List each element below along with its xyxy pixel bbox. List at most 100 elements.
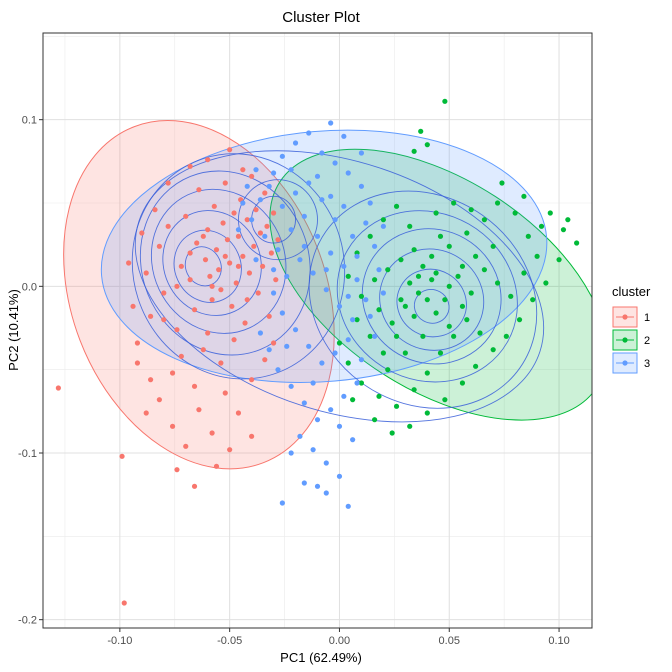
data-point-cluster-2	[499, 180, 505, 186]
data-point-cluster-2	[358, 293, 365, 299]
data-point-cluster-1	[220, 220, 226, 226]
data-point-cluster-2	[437, 233, 444, 239]
data-point-cluster-1	[174, 283, 180, 289]
density-contour	[413, 288, 450, 324]
data-point-cluster-1	[262, 190, 268, 196]
density-contour	[237, 179, 318, 261]
data-point-cluster-1	[205, 227, 211, 233]
data-point-cluster-2	[442, 98, 448, 104]
data-point-cluster-1	[222, 390, 228, 396]
data-point-cluster-2	[565, 217, 571, 223]
data-points	[55, 98, 580, 606]
data-point-cluster-3	[306, 130, 312, 136]
legend-title: cluster	[612, 284, 651, 299]
data-point-cluster-1	[218, 287, 224, 293]
chart-title: Cluster Plot	[282, 9, 360, 26]
data-point-cluster-2	[415, 290, 422, 296]
data-point-cluster-1	[143, 410, 149, 416]
data-point-cluster-1	[156, 243, 162, 249]
data-point-cluster-3	[350, 233, 356, 239]
data-point-cluster-3	[323, 460, 329, 466]
data-point-cluster-1	[240, 167, 246, 173]
data-point-cluster-3	[341, 263, 347, 269]
y-axis-label: PC2 (10.41%)	[6, 289, 21, 371]
data-point-cluster-3	[288, 167, 294, 173]
data-point-cluster-2	[473, 363, 479, 369]
legend-swatch-point	[622, 314, 628, 320]
data-point-cluster-3	[350, 437, 356, 443]
data-point-cluster-1	[161, 290, 167, 296]
data-point-cluster-2	[393, 333, 400, 339]
data-point-cluster-3	[336, 303, 343, 309]
data-point-cluster-3	[328, 250, 334, 256]
data-point-cluster-2	[464, 317, 470, 323]
density-contour	[162, 210, 262, 316]
data-point-cluster-1	[178, 353, 184, 359]
data-point-cluster-1	[209, 283, 215, 289]
data-point-cluster-1	[55, 385, 61, 391]
data-point-cluster-1	[148, 377, 154, 383]
data-point-cluster-1	[249, 173, 255, 179]
data-point-cluster-3	[301, 480, 307, 486]
data-point-cluster-3	[301, 243, 307, 249]
data-point-cluster-2	[393, 403, 400, 409]
data-point-cluster-2	[433, 310, 439, 316]
data-point-cluster-3	[367, 200, 373, 206]
data-point-cluster-1	[231, 210, 237, 216]
data-point-cluster-3	[257, 197, 264, 203]
data-point-cluster-3	[262, 233, 268, 239]
legend-key-2: 2	[612, 329, 650, 351]
data-point-cluster-3	[279, 153, 285, 159]
data-point-cluster-1	[200, 233, 206, 239]
data-point-cluster-3	[270, 170, 277, 176]
data-point-cluster-3	[367, 313, 373, 319]
data-point-cluster-2	[481, 267, 487, 273]
data-point-cluster-1	[121, 600, 127, 606]
data-point-cluster-2	[411, 247, 417, 253]
data-point-cluster-2	[429, 253, 435, 259]
data-point-cluster-2	[468, 207, 474, 213]
data-point-cluster-1	[178, 263, 184, 269]
density-contour	[173, 229, 242, 303]
data-point-cluster-2	[420, 263, 426, 269]
data-point-cluster-2	[354, 317, 360, 323]
legend-key-3: 3	[612, 352, 650, 374]
data-point-cluster-1	[222, 180, 228, 186]
data-point-cluster-3	[288, 383, 294, 389]
x-tick-label: 0.00	[329, 635, 350, 647]
data-point-cluster-1	[266, 313, 272, 319]
data-point-cluster-1	[202, 257, 209, 263]
y-tick-label: -0.1	[18, 448, 37, 460]
data-point-cluster-3	[350, 317, 356, 323]
cluster-ellipse-3	[100, 129, 548, 384]
data-point-cluster-1	[134, 340, 141, 346]
data-point-cluster-2	[508, 293, 514, 299]
data-point-cluster-2	[521, 193, 527, 199]
data-point-cluster-3	[288, 227, 294, 233]
data-point-cluster-1	[207, 273, 213, 279]
data-point-cluster-1	[130, 303, 136, 309]
y-tick-label: -0.2	[18, 615, 37, 627]
data-point-cluster-2	[556, 257, 562, 263]
legend-label: 1	[644, 312, 650, 324]
data-point-cluster-3	[314, 173, 321, 179]
data-point-cluster-1	[244, 217, 250, 223]
data-point-cluster-3	[301, 400, 307, 406]
data-point-cluster-2	[371, 417, 378, 423]
data-point-cluster-2	[398, 297, 404, 303]
data-point-cluster-1	[224, 237, 231, 243]
data-point-cluster-2	[415, 273, 422, 279]
data-point-cluster-3	[284, 343, 290, 349]
data-point-cluster-1	[156, 397, 162, 403]
data-point-cluster-3	[279, 310, 285, 316]
data-point-cluster-1	[227, 260, 233, 266]
data-point-cluster-1	[200, 347, 206, 353]
data-point-cluster-3	[314, 233, 321, 239]
data-point-cluster-2	[424, 410, 430, 416]
data-point-cluster-2	[411, 313, 417, 319]
data-point-cluster-3	[292, 140, 299, 146]
legend-key-1: 1	[612, 306, 650, 328]
data-point-cluster-1	[209, 297, 215, 303]
data-point-cluster-2	[424, 142, 430, 148]
data-point-cluster-3	[253, 257, 259, 263]
